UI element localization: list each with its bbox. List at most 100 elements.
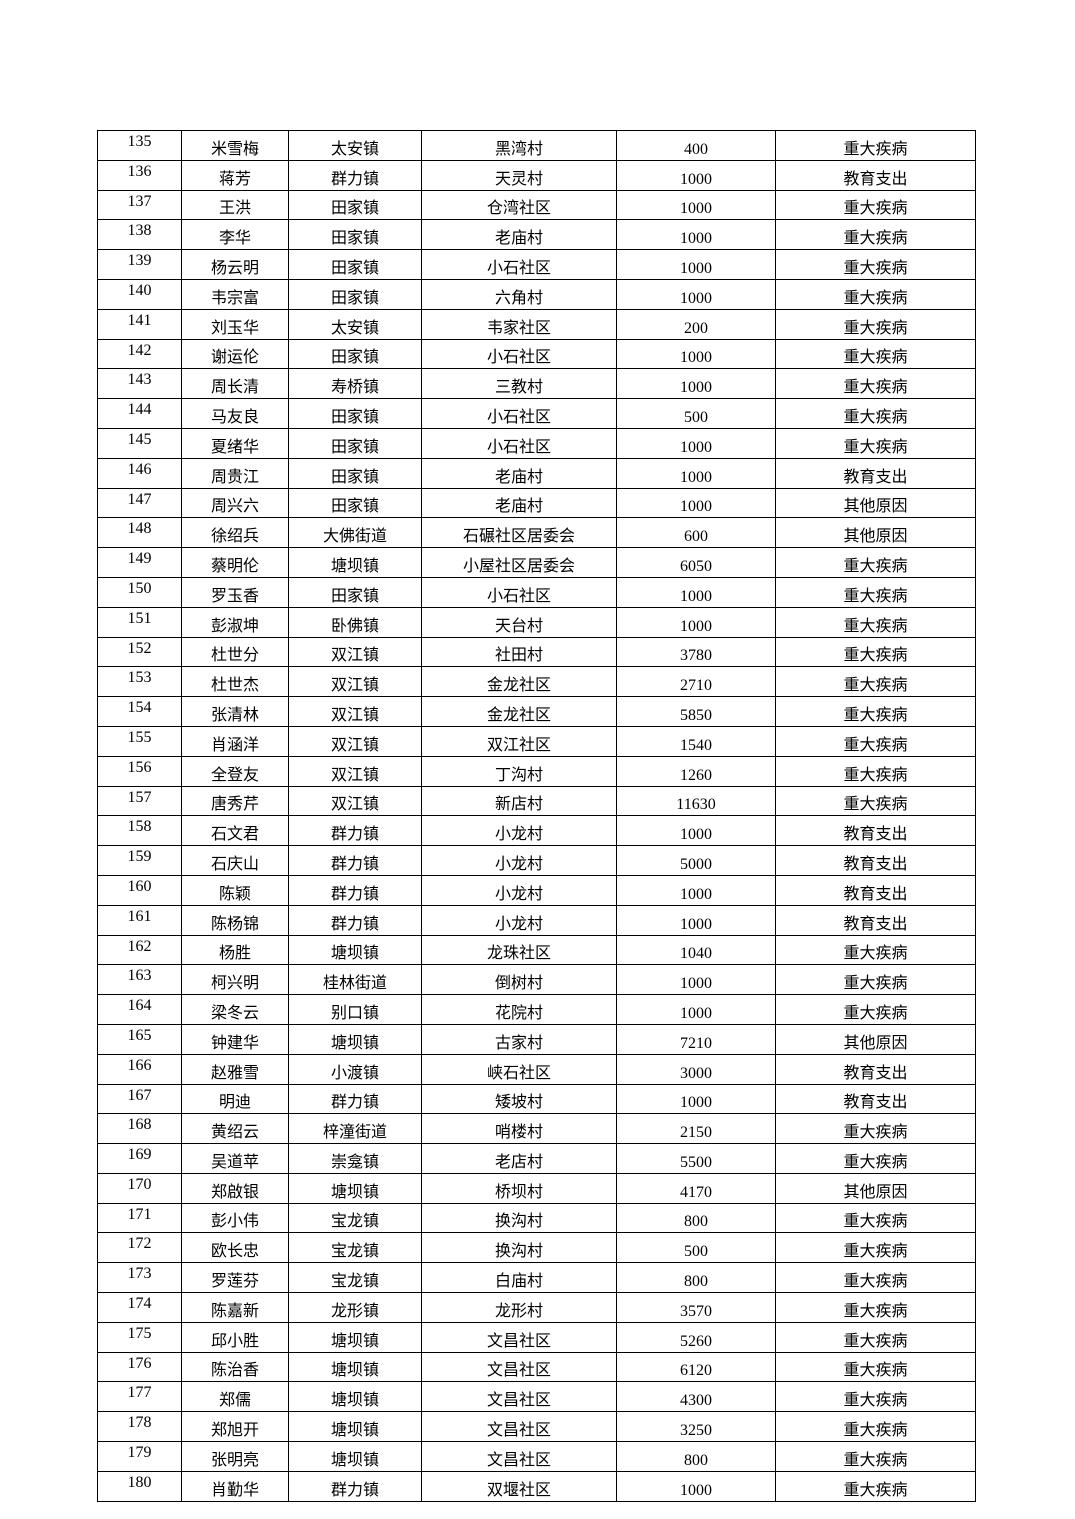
name-cell: 肖涵洋 (181, 725, 289, 757)
table-row: 172 欧长忠 宝龙镇 换沟村 500 重大疾病 (97, 1232, 976, 1264)
amount-cell: 2710 (616, 666, 776, 698)
village-cell: 双堰社区 (421, 1470, 617, 1502)
village-cell: 老庙村 (421, 487, 617, 519)
row-number-cell: 153 (97, 666, 182, 698)
row-number-cell: 162 (97, 934, 182, 966)
row-number-cell: 157 (97, 785, 182, 817)
reason-cell: 重大疾病 (775, 249, 976, 280)
name-cell: 徐绍兵 (181, 517, 289, 549)
name-cell: 李华 (181, 219, 289, 251)
row-number-cell: 151 (97, 606, 182, 638)
village-cell: 矮坡村 (421, 1083, 617, 1115)
name-cell: 明迪 (181, 1083, 289, 1115)
reason-cell: 重大疾病 (775, 1470, 976, 1502)
village-cell: 社田村 (421, 636, 617, 668)
reason-cell: 重大疾病 (775, 1351, 976, 1383)
name-cell: 陈治香 (181, 1351, 289, 1383)
amount-cell: 1000 (616, 278, 776, 310)
village-cell: 文昌社区 (421, 1441, 617, 1472)
amount-cell: 800 (616, 1441, 776, 1472)
amount-cell: 1000 (616, 159, 776, 191)
village-cell: 文昌社区 (421, 1351, 617, 1383)
amount-cell: 1000 (616, 964, 776, 996)
table-row: 153 杜世杰 双江镇 金龙社区 2710 重大疾病 (97, 666, 976, 698)
row-number-cell: 136 (97, 159, 182, 191)
table-row: 165 钟建华 塘坝镇 古家村 7210 其他原因 (97, 1023, 976, 1055)
row-number-cell: 140 (97, 278, 182, 310)
name-cell: 王洪 (181, 189, 289, 221)
row-number-cell: 179 (97, 1441, 182, 1472)
amount-cell: 4170 (616, 1172, 776, 1204)
table-row: 152 杜世分 双江镇 社田村 3780 重大疾病 (97, 636, 976, 668)
name-cell: 周长清 (181, 368, 289, 400)
amount-cell: 1260 (616, 755, 776, 787)
amount-cell: 5500 (616, 1143, 776, 1174)
reason-cell: 教育支出 (775, 815, 976, 847)
village-cell: 小龙村 (421, 904, 617, 936)
village-cell: 老庙村 (421, 457, 617, 489)
table-row: 157 唐秀芹 双江镇 新店村 11630 重大疾病 (97, 785, 976, 817)
table-row: 148 徐绍兵 大佛街道 石碾社区居委会 600 其他原因 (97, 517, 976, 549)
row-number-cell: 161 (97, 904, 182, 936)
name-cell: 罗莲芬 (181, 1262, 289, 1294)
name-cell: 梁冬云 (181, 994, 289, 1025)
village-cell: 六角村 (421, 278, 617, 310)
town-cell: 田家镇 (288, 278, 422, 310)
village-cell: 换沟村 (421, 1202, 617, 1234)
amount-cell: 5000 (616, 845, 776, 876)
amount-cell: 500 (616, 398, 776, 429)
amount-cell: 3250 (616, 1411, 776, 1443)
reason-cell: 教育支出 (775, 874, 976, 906)
town-cell: 田家镇 (288, 457, 422, 489)
reason-cell: 重大疾病 (775, 308, 976, 340)
name-cell: 谢运伦 (181, 338, 289, 370)
name-cell: 柯兴明 (181, 964, 289, 996)
table-row: 135 米雪梅 太安镇 黑湾村 400 重大疾病 (97, 130, 976, 161)
row-number-cell: 160 (97, 874, 182, 906)
town-cell: 梓潼街道 (288, 1113, 422, 1145)
table-row: 149 蔡明伦 塘坝镇 小屋社区居委会 6050 重大疾病 (97, 547, 976, 578)
row-number-cell: 141 (97, 308, 182, 340)
table-body: 135 米雪梅 太安镇 黑湾村 400 重大疾病 136 蒋芳 群力镇 天灵村 1000 教育支出 13… (97, 130, 976, 1502)
row-number-cell: 138 (97, 219, 182, 251)
row-number-cell: 159 (97, 845, 182, 876)
town-cell: 崇龛镇 (288, 1143, 422, 1174)
row-number-cell: 168 (97, 1113, 182, 1145)
town-cell: 群力镇 (288, 845, 422, 876)
table-row: 178 郑旭开 塘坝镇 文昌社区 3250 重大疾病 (97, 1411, 976, 1443)
village-cell: 小石社区 (421, 249, 617, 280)
reason-cell: 重大疾病 (775, 1292, 976, 1323)
village-cell: 丁沟村 (421, 755, 617, 787)
amount-cell: 1000 (616, 1470, 776, 1502)
town-cell: 太安镇 (288, 130, 422, 161)
row-number-cell: 152 (97, 636, 182, 668)
table-row: 161 陈杨锦 群力镇 小龙村 1000 教育支出 (97, 904, 976, 936)
reason-cell: 教育支出 (775, 159, 976, 191)
row-number-cell: 142 (97, 338, 182, 370)
town-cell: 塘坝镇 (288, 547, 422, 578)
reason-cell: 重大疾病 (775, 606, 976, 638)
table-row: 143 周长清 寿桥镇 三教村 1000 重大疾病 (97, 368, 976, 400)
reason-cell: 重大疾病 (775, 278, 976, 310)
table-row: 173 罗莲芬 宝龙镇 白庙村 800 重大疾病 (97, 1262, 976, 1294)
reason-cell: 重大疾病 (775, 1202, 976, 1234)
name-cell: 陈嘉新 (181, 1292, 289, 1323)
village-cell: 新店村 (421, 785, 617, 817)
name-cell: 吴道苹 (181, 1143, 289, 1174)
reason-cell: 教育支出 (775, 845, 976, 876)
row-number-cell: 144 (97, 398, 182, 429)
village-cell: 老店村 (421, 1143, 617, 1174)
amount-cell: 1000 (616, 904, 776, 936)
reason-cell: 重大疾病 (775, 964, 976, 996)
row-number-cell: 158 (97, 815, 182, 847)
amount-cell: 5260 (616, 1321, 776, 1353)
amount-cell: 1000 (616, 606, 776, 638)
village-cell: 文昌社区 (421, 1411, 617, 1443)
name-cell: 夏绪华 (181, 427, 289, 459)
town-cell: 田家镇 (288, 487, 422, 519)
amount-cell: 1000 (616, 994, 776, 1025)
row-number-cell: 163 (97, 964, 182, 996)
table-row: 150 罗玉香 田家镇 小石社区 1000 重大疾病 (97, 576, 976, 608)
amount-cell: 1000 (616, 487, 776, 519)
table-row: 174 陈嘉新 龙形镇 龙形村 3570 重大疾病 (97, 1292, 976, 1323)
